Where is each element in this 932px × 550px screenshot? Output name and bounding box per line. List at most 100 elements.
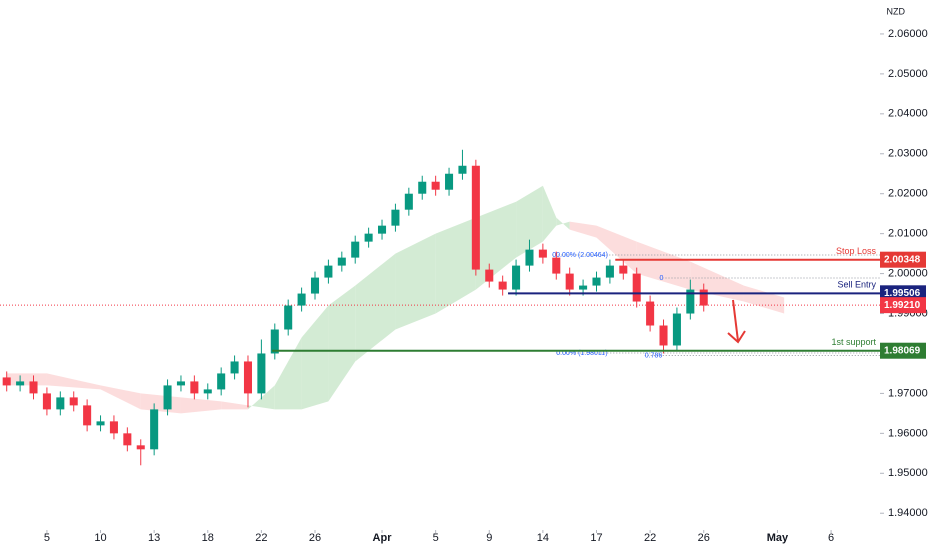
x-tick-label: 26 (698, 532, 710, 544)
x-tick-label: 22 (644, 532, 656, 544)
candle-body (391, 209, 400, 226)
y-tick-label: 2.01000 (888, 228, 928, 240)
currency: NZD (887, 6, 906, 16)
candle-body (632, 273, 641, 302)
y-tick-label: 2.05000 (888, 68, 928, 80)
level-price: 2.00348 (884, 254, 921, 265)
candle-body (56, 397, 65, 410)
fib-label: 0.00% (1.98011) (556, 350, 607, 357)
candle-body (525, 249, 534, 266)
candle-body (351, 241, 360, 258)
x-tick-label: 18 (202, 532, 214, 544)
cloud-segment (46, 373, 101, 390)
candle-body (69, 397, 78, 406)
candle-body (592, 277, 601, 286)
x-tick-label: 6 (828, 532, 834, 544)
candle-body (42, 393, 51, 410)
cloud-segment (556, 217, 570, 230)
candle-body (243, 361, 253, 394)
y-tick-label: 2.06000 (888, 28, 928, 40)
x-tick-label: May (767, 532, 789, 544)
fib-label: 0.786 (645, 352, 663, 359)
x-tick-label: 22 (255, 532, 267, 544)
candle-body (83, 405, 92, 426)
candle-body (404, 193, 413, 210)
candle-body (284, 305, 293, 330)
candle-body (109, 421, 118, 434)
y-tick-label: 2.02000 (888, 188, 928, 200)
level-name: Sell Entry (837, 280, 876, 290)
candle-body (619, 265, 628, 274)
candle-body (337, 257, 346, 266)
y-tick-label: 1.95000 (888, 467, 928, 479)
candle-body (96, 421, 105, 426)
y-tick-label: 1.94000 (888, 507, 928, 519)
y-tick-label: 2.03000 (888, 148, 928, 160)
x-tick-label: Apr (373, 532, 393, 544)
candle-body (230, 361, 239, 374)
candle-body (659, 325, 668, 346)
x-tick-label: 13 (148, 532, 160, 544)
candle-body (190, 381, 199, 394)
candle-body (150, 409, 159, 450)
x-tick-label: 5 (433, 532, 439, 544)
cloud-segment (6, 373, 47, 386)
candle-body (579, 285, 588, 290)
cloud-segment (355, 253, 396, 362)
candle-body (136, 445, 145, 450)
candle-body (378, 225, 387, 234)
candle-body (445, 173, 454, 190)
candle-body (512, 265, 521, 290)
candle-body (297, 293, 306, 306)
cloud-segment (542, 185, 557, 242)
x-tick-label: 5 (44, 532, 50, 544)
x-tick-label: 26 (309, 532, 321, 544)
cloud-segment (301, 305, 329, 410)
level-price-box (880, 342, 926, 359)
candle-body (418, 181, 427, 194)
cloud-segment (475, 201, 517, 290)
level-name: 1st support (831, 337, 876, 347)
candle-body (2, 377, 11, 386)
y-tick-label: 2.00000 (888, 267, 928, 279)
cloud-segment (516, 185, 543, 258)
y-tick-label: 2.04000 (888, 108, 928, 120)
candle-body (364, 233, 373, 242)
candle-body (163, 385, 172, 410)
last-price-box (880, 297, 926, 314)
candle-body (646, 301, 655, 326)
arrow-shaft (732, 299, 739, 342)
level-price: 1.98069 (884, 345, 921, 356)
y-tick-label: 1.97000 (888, 387, 928, 399)
candle-body (498, 281, 507, 290)
last-price-label: 1.99210 (884, 300, 921, 311)
level-price: 1.99506 (884, 288, 921, 299)
fib-label: 0 (659, 275, 663, 282)
candle-body (605, 265, 614, 278)
x-tick-label: 14 (537, 532, 549, 544)
x-tick-label: 10 (94, 532, 106, 544)
candle-body (672, 313, 681, 346)
candle-body (270, 329, 279, 354)
cloud-segment (328, 285, 356, 402)
candle-body (485, 269, 494, 282)
candle-body (16, 381, 25, 386)
candle-body (203, 389, 212, 394)
fib-label: 00.00% (2.00464) (552, 252, 608, 259)
candle-body (471, 165, 480, 270)
level-price-box (880, 251, 926, 268)
arrow-head (727, 330, 746, 344)
candle-body (257, 353, 266, 394)
cloud-segment (569, 221, 597, 238)
x-tick-label: 9 (486, 532, 492, 544)
cloud-segment (247, 385, 275, 410)
candle-body (538, 249, 547, 258)
cloud-segment (221, 401, 248, 410)
candle-body (565, 273, 574, 290)
x-tick-label: 17 (590, 532, 602, 544)
cloud-segment (636, 241, 691, 290)
cloud-segment (100, 385, 141, 410)
candle-body (176, 381, 185, 386)
